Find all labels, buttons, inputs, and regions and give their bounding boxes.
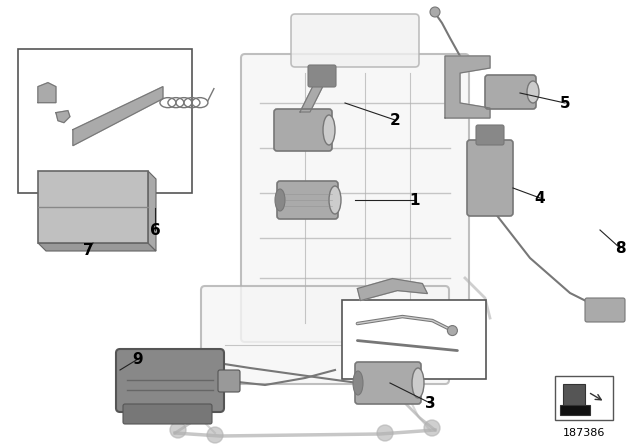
Text: 7: 7	[83, 242, 93, 258]
Polygon shape	[56, 111, 70, 123]
Polygon shape	[445, 56, 490, 118]
Text: 4: 4	[534, 190, 545, 206]
Text: 3: 3	[425, 396, 435, 410]
Polygon shape	[148, 171, 156, 251]
Text: 9: 9	[132, 352, 143, 366]
Circle shape	[430, 7, 440, 17]
Bar	[563, 384, 585, 408]
Bar	[342, 300, 486, 379]
FancyBboxPatch shape	[308, 65, 336, 87]
FancyBboxPatch shape	[116, 349, 224, 412]
FancyBboxPatch shape	[201, 286, 449, 384]
FancyBboxPatch shape	[277, 181, 338, 219]
Circle shape	[207, 427, 223, 443]
Ellipse shape	[412, 368, 424, 398]
FancyBboxPatch shape	[485, 75, 536, 109]
Bar	[38, 171, 148, 243]
Circle shape	[447, 326, 458, 336]
FancyBboxPatch shape	[274, 109, 332, 151]
Text: 6: 6	[150, 223, 161, 237]
Polygon shape	[38, 243, 156, 251]
Circle shape	[424, 420, 440, 436]
Bar	[555, 376, 613, 420]
Polygon shape	[300, 82, 325, 112]
FancyBboxPatch shape	[476, 125, 504, 145]
Polygon shape	[38, 82, 56, 103]
Ellipse shape	[353, 371, 363, 395]
FancyBboxPatch shape	[291, 14, 419, 67]
FancyBboxPatch shape	[123, 404, 212, 424]
Ellipse shape	[323, 115, 335, 145]
Ellipse shape	[329, 186, 341, 214]
Ellipse shape	[275, 189, 285, 211]
Circle shape	[377, 425, 393, 441]
Polygon shape	[357, 279, 428, 301]
FancyBboxPatch shape	[218, 370, 240, 392]
Text: 1: 1	[410, 193, 420, 207]
Text: 2: 2	[390, 112, 401, 128]
Polygon shape	[73, 86, 163, 146]
Text: 187386: 187386	[563, 428, 605, 438]
Bar	[560, 405, 590, 415]
Ellipse shape	[527, 81, 539, 103]
Circle shape	[170, 422, 186, 438]
FancyBboxPatch shape	[241, 54, 469, 342]
FancyBboxPatch shape	[467, 140, 513, 216]
FancyBboxPatch shape	[585, 298, 625, 322]
Bar	[18, 49, 192, 193]
Text: 8: 8	[614, 241, 625, 255]
FancyBboxPatch shape	[355, 362, 421, 404]
Text: 5: 5	[560, 95, 570, 111]
